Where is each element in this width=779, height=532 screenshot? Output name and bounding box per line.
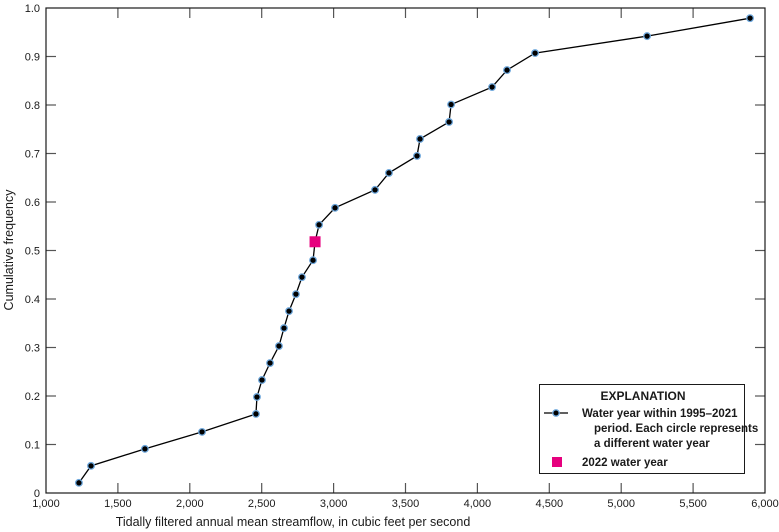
data-point-circle-icon bbox=[198, 427, 206, 436]
data-point-circle-icon bbox=[291, 290, 300, 299]
data-point-circle-icon bbox=[74, 478, 83, 487]
data-point-circle-icon bbox=[746, 14, 754, 23]
y-tick-label: 0.1 bbox=[25, 440, 40, 452]
data-point-circle-icon bbox=[253, 393, 261, 401]
data-point-circle-icon bbox=[275, 342, 283, 350]
x-tick-label: 6,000 bbox=[751, 498, 779, 510]
data-point-circle-icon bbox=[445, 118, 454, 126]
data-point-circle-icon bbox=[258, 376, 266, 384]
legend: EXPLANATION Water year within 1995–2021 … bbox=[539, 384, 758, 474]
y-axis-title: Cumulative frequency bbox=[2, 189, 16, 311]
legend-pink-square-icon bbox=[552, 457, 562, 467]
data-point-circle-icon bbox=[140, 444, 149, 453]
data-point-circle-icon bbox=[87, 461, 95, 470]
x-axis-tick-labels: 1,000 1,500 2,000 2,500 3,000 3,500 4,000 4,500… bbox=[32, 498, 779, 510]
legend-item-water-year-line2: period. Each circle represents bbox=[594, 423, 758, 435]
y-tick-label: 0.2 bbox=[25, 391, 40, 403]
y-tick-label: 0.4 bbox=[25, 294, 40, 306]
series-line-path bbox=[78, 17, 751, 484]
y-tick-label: 0.9 bbox=[25, 52, 40, 64]
data-point-circle-icon bbox=[531, 49, 540, 58]
y-tick-label: 1.0 bbox=[25, 3, 40, 15]
y-tick-label: 0 bbox=[34, 488, 40, 500]
data-point-circle-icon bbox=[385, 168, 393, 177]
water-year-2022-marker bbox=[309, 236, 321, 248]
data-point-circle-icon bbox=[266, 359, 274, 367]
x-tick-label: 5,000 bbox=[607, 498, 635, 510]
data-point-circle-icon bbox=[251, 409, 260, 418]
x-tick-label: 2,000 bbox=[176, 498, 204, 510]
data-point-circle-icon bbox=[416, 134, 424, 143]
data-point-circle-icon bbox=[503, 66, 511, 75]
data-point-circle-icon bbox=[371, 185, 379, 194]
x-axis-title: Tidally filtered annual mean streamflow,… bbox=[116, 515, 471, 529]
x-tick-label: 4,500 bbox=[536, 498, 564, 510]
x-tick-label: 3,500 bbox=[392, 498, 420, 510]
data-point-circle-icon bbox=[413, 151, 421, 160]
axis-ticks bbox=[46, 8, 765, 493]
y-tick-label: 0.3 bbox=[25, 343, 40, 355]
water-year-series bbox=[74, 14, 754, 487]
legend-box bbox=[539, 384, 745, 474]
data-point-circle-icon bbox=[488, 83, 497, 92]
data-point-square-icon bbox=[309, 236, 321, 248]
data-point-circle-icon bbox=[280, 324, 288, 333]
x-tick-label: 2,500 bbox=[248, 498, 276, 510]
x-tick-label: 1,000 bbox=[32, 498, 60, 510]
legend-circle-marker-icon bbox=[552, 409, 560, 417]
data-point-circle-icon bbox=[315, 220, 324, 229]
y-tick-label: 0.6 bbox=[25, 197, 40, 209]
y-tick-label: 0.5 bbox=[25, 246, 40, 258]
y-tick-label: 0.7 bbox=[25, 149, 40, 161]
data-point-circle-icon bbox=[447, 100, 456, 109]
data-point-circle-icon bbox=[643, 32, 652, 41]
x-tick-label: 1,500 bbox=[104, 498, 132, 510]
data-point-circle-icon bbox=[298, 273, 306, 282]
y-axis-tick-labels: 0 0.1 0.2 0.3 0.4 0.5 0.6 0.7 0.8 0.9 1.0 bbox=[25, 3, 40, 500]
data-point-circle-icon bbox=[309, 256, 317, 265]
x-tick-label: 4,000 bbox=[464, 498, 492, 510]
x-tick-label: 3,000 bbox=[320, 498, 348, 510]
legend-item-water-year-line1: Water year within 1995–2021 bbox=[582, 408, 738, 420]
data-point-circle-icon bbox=[331, 203, 339, 212]
legend-item-water-year-line3: a different water year bbox=[594, 438, 710, 450]
plot-frame bbox=[45, 7, 766, 494]
y-tick-label: 0.8 bbox=[25, 100, 40, 112]
x-tick-label: 5,500 bbox=[679, 498, 707, 510]
legend-item-2022: 2022 water year bbox=[582, 457, 668, 469]
legend-title: EXPLANATION bbox=[600, 389, 685, 403]
data-point-circle-icon bbox=[285, 307, 293, 316]
